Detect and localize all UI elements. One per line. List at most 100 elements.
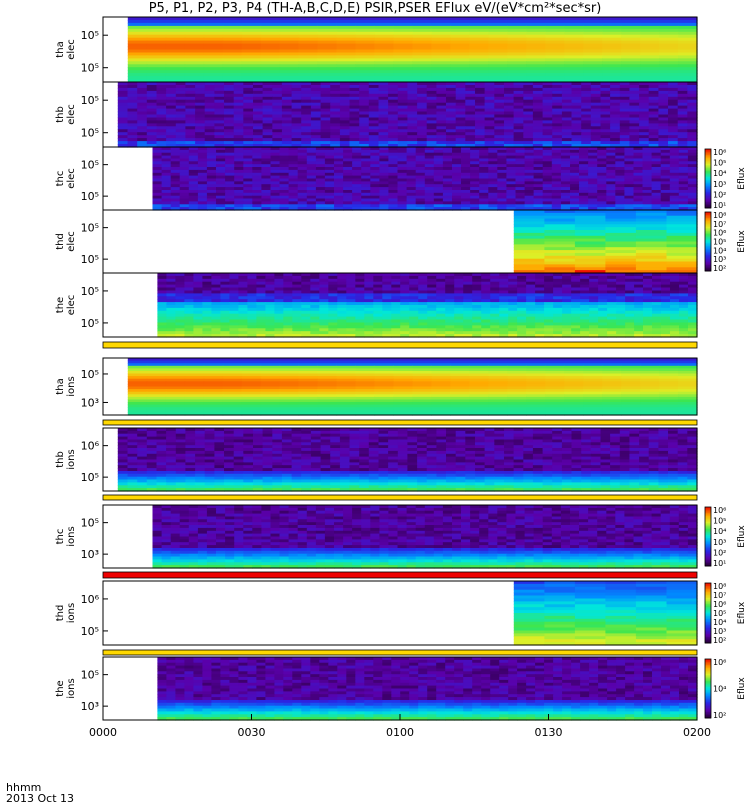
panel-probe-label: thb: [55, 106, 66, 123]
heatmap-cell: [553, 288, 563, 292]
panel-probe-label: thc: [55, 171, 66, 187]
heatmap-cell: [274, 320, 284, 324]
heatmap-cell: [562, 320, 572, 324]
heatmap-cell: [643, 288, 653, 292]
heatmap-cell: [661, 320, 671, 324]
heatmap-cell: [526, 320, 536, 324]
heatmap-cell: [625, 288, 635, 292]
colorbar-tick-label: 10⁸: [713, 211, 726, 220]
heatmap-cell: [166, 288, 176, 292]
colorbar-tick-label: 10³: [713, 255, 726, 264]
heatmap-cell: [499, 320, 509, 324]
heatmap-cell: [283, 320, 293, 324]
heatmap-cell: [463, 320, 473, 324]
y-tick-label: 10⁵: [81, 127, 99, 140]
heatmap-cell: [391, 320, 401, 324]
heatmap-cell: [382, 288, 392, 292]
heatmap-cell: [598, 288, 608, 292]
heatmap-cell: [679, 288, 689, 292]
heatmap-cell: [571, 288, 581, 292]
panel-species-label: elec: [66, 295, 77, 316]
heatmap-cell: [184, 320, 194, 324]
colorbar-tick-label: 10⁴: [713, 246, 726, 255]
heatmap-cell: [238, 288, 248, 292]
heatmap-cell: [238, 320, 248, 324]
heatmap-cell: [301, 320, 311, 324]
heatmap-cell: [292, 320, 302, 324]
heatmap-cell: [265, 320, 275, 324]
heatmap-cell: [670, 288, 680, 292]
heatmap-cell: [517, 288, 527, 292]
heatmap-cell: [418, 288, 428, 292]
heatmap-cell: [607, 288, 617, 292]
heatmap-cell: [373, 288, 383, 292]
heatmap-cell: [679, 320, 689, 324]
heatmap-cell: [445, 320, 455, 324]
colorbar-tick-label: 10²: [713, 190, 726, 199]
y-tick-label: 10⁵: [81, 29, 99, 42]
heatmap-cell: [202, 288, 212, 292]
y-tick-label: 10⁵: [81, 285, 99, 298]
heatmap-cell: [220, 320, 230, 324]
heatmap-cell: [211, 288, 221, 292]
heatmap-cell: [256, 320, 266, 324]
heatmap-cell: [589, 288, 599, 292]
heatmap-cell: [535, 320, 545, 324]
heatmap-cell: [544, 288, 554, 292]
heatmap-cell: [328, 320, 338, 324]
heatmap-cell: [346, 320, 356, 324]
heatmap-cell: [409, 288, 419, 292]
heatmap-cell: [472, 288, 482, 292]
heatmap-cell: [364, 320, 374, 324]
y-tick-label: 10⁵: [81, 94, 99, 107]
heatmap-cell: [409, 320, 419, 324]
heatmap-cell: [454, 288, 464, 292]
heatmap-cell: [661, 288, 671, 292]
heatmap-cell: [265, 288, 275, 292]
colorbar-tick-label: 10¹: [713, 201, 726, 210]
heatmap-cell: [211, 320, 221, 324]
heatmap-cell: [526, 288, 536, 292]
heatmap-cell: [202, 320, 212, 324]
panel-probe-label: thd: [55, 233, 66, 250]
heatmap-cell: [472, 320, 482, 324]
heatmap-cell: [670, 320, 680, 324]
heatmap-cell: [319, 320, 329, 324]
colorbar-tick-label: 10⁴: [713, 169, 726, 178]
heatmap-cell: [382, 320, 392, 324]
heatmap-cell: [616, 288, 626, 292]
heatmap-cell: [517, 320, 527, 324]
heatmap-cell: [571, 320, 581, 324]
heatmap-cell: [364, 288, 374, 292]
heatmap-cell: [436, 288, 446, 292]
heatmap-cell: [193, 288, 203, 292]
heatmap-cell: [310, 320, 320, 324]
heatmap-cell: [643, 320, 653, 324]
y-tick-label: 10⁵: [81, 222, 99, 235]
heatmap-cell: [319, 288, 329, 292]
colorbar-tick-label: 10⁶: [713, 148, 726, 157]
colorbar-tick-label: 10⁷: [713, 220, 726, 229]
colorbar-tick-label: 10⁵: [713, 159, 726, 168]
heatmap-cell: [157, 288, 167, 292]
heatmap-cell: [337, 320, 347, 324]
heatmap-cell: [652, 288, 662, 292]
heatmap-cell: [607, 320, 617, 324]
heatmap-cell: [355, 288, 365, 292]
colorbar-tick-label: 10⁵: [713, 238, 726, 247]
heatmap-cell: [328, 288, 338, 292]
heatmap-cell: [688, 288, 698, 292]
heatmap-cell: [652, 320, 662, 324]
heatmap-cell: [499, 288, 509, 292]
heatmap-cell: [580, 288, 590, 292]
heatmap-cell: [292, 288, 302, 292]
heatmap-cell: [508, 288, 518, 292]
heatmap-cell: [166, 320, 176, 324]
heatmap-cell: [229, 320, 239, 324]
heatmap-cell: [436, 320, 446, 324]
heatmap-cell: [535, 288, 545, 292]
heatmap-cell: [184, 288, 194, 292]
heatmap-cell: [463, 288, 473, 292]
